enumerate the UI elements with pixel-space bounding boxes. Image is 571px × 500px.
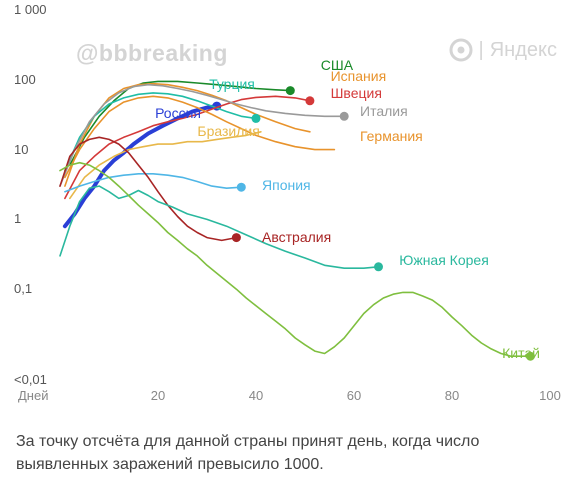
x-tick: 100	[539, 388, 561, 403]
x-tick: 20	[151, 388, 165, 403]
series-line	[60, 186, 379, 268]
series-endpoint	[340, 112, 349, 121]
caption-text: За точку отсчёта для данной страны приня…	[16, 430, 555, 476]
x-axis-label: Дней	[18, 388, 48, 403]
plot-region: РоссияСШАИспанияТурцияШвецияИталияГерман…	[60, 10, 550, 380]
series-line	[65, 96, 335, 177]
series-endpoint	[286, 86, 295, 95]
x-tick: 80	[445, 388, 459, 403]
series-line	[70, 81, 290, 165]
series-endpoint	[526, 352, 535, 361]
chart-container: @bbbreaking | Яндекс 1 0001001010,1<0,01…	[0, 0, 571, 500]
series-endpoint	[232, 233, 241, 242]
chart-area: @bbbreaking | Яндекс 1 0001001010,1<0,01…	[0, 0, 571, 420]
x-tick: 40	[249, 388, 263, 403]
series-line	[60, 137, 236, 240]
series-endpoint	[237, 183, 246, 192]
series-endpoint	[305, 96, 314, 105]
plot-svg	[60, 10, 550, 380]
series-endpoint	[252, 114, 261, 123]
x-tick: 60	[347, 388, 361, 403]
series-endpoint	[374, 262, 383, 271]
series-line	[60, 163, 530, 357]
